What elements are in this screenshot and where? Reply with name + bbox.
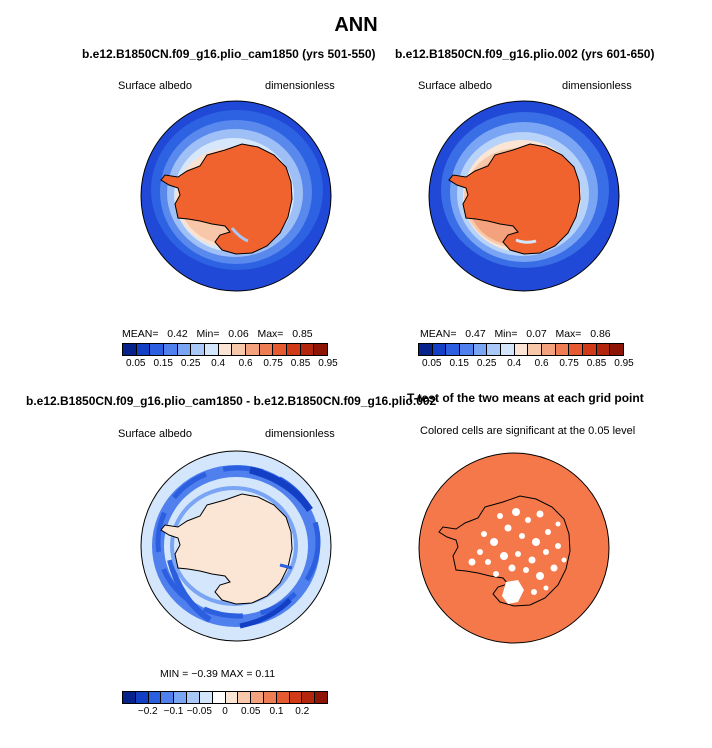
panel1-stats: MEAN= 0.42 Min= 0.06 Max= 0.85 [122, 328, 313, 340]
colorbar-swatch [135, 692, 149, 703]
colorbar-tick-label: 0.75 [559, 358, 579, 369]
colorbar-swatch [487, 344, 502, 355]
colorbar-swatch [251, 692, 264, 703]
colorbar-swatch [273, 344, 288, 355]
panel3-antarctica-difference [160, 493, 293, 605]
colorbar-swatch [136, 344, 151, 355]
colorbar-swatch [238, 692, 252, 703]
colorbar-swatch [259, 344, 274, 355]
colorbar-swatch [610, 344, 624, 355]
colorbar-tick-label: 0.1 [269, 706, 284, 717]
colorbar-swatch [205, 344, 219, 355]
colorbar-swatch [123, 692, 136, 703]
panel3-variable-label: Surface albedo [118, 428, 192, 440]
colorbar-swatch [232, 344, 247, 355]
figure-title: ANN [334, 14, 378, 36]
colorbar-swatch [555, 344, 570, 355]
colorbar-swatch [174, 692, 188, 703]
colorbar-tick-label: 0 [222, 706, 228, 717]
colorbar-tick-label: 0.4 [507, 358, 522, 369]
colorbar-swatch [314, 344, 328, 355]
colorbar-swatch [302, 692, 316, 703]
colorbar-tick-label: 0.25 [180, 358, 201, 369]
colorbar-tick-label: 0.4 [211, 358, 226, 369]
colorbar-swatch [263, 692, 277, 703]
colorbar-tick-label: −0.1 [163, 706, 184, 717]
panel4-title: T-test of the two means at each grid poi… [407, 391, 644, 405]
colorbar-swatch [123, 344, 137, 355]
colorbar-tick-label: −0.2 [137, 706, 158, 717]
panel1-polar-map [140, 100, 332, 292]
colorbar-swatch [177, 344, 192, 355]
colorbar-swatch [289, 692, 303, 703]
colorbar-swatch [315, 692, 327, 703]
colorbar-swatch [514, 344, 529, 355]
panel1-colorbar [122, 343, 328, 356]
colorbar-swatch [148, 692, 162, 703]
panel3-units-label: dimensionless [265, 428, 335, 440]
colorbar-swatch [150, 344, 165, 355]
panel3-stats: MIN = −0.39 MAX = 0.11 [160, 668, 276, 680]
panel2-units-label: dimensionless [562, 80, 632, 92]
colorbar-swatch [460, 344, 474, 355]
colorbar-tick-label: 0.15 [449, 358, 469, 369]
colorbar-swatch [191, 344, 206, 355]
colorbar-tick-label: −0.05 [186, 706, 212, 717]
colorbar-tick-label: 0.05 [125, 358, 146, 369]
panel4-insignificant-cells [468, 508, 567, 604]
colorbar-swatch [528, 344, 543, 355]
panel3-colorbar [122, 691, 328, 704]
colorbar-swatch [501, 344, 515, 355]
panel1-title: b.e12.B1850CN.f09_g16.plio_cam1850 (yrs … [82, 47, 376, 61]
colorbar-swatch [218, 344, 233, 355]
colorbar-tick-label: 0.6 [534, 358, 549, 369]
colorbar-tick-label: 0.15 [153, 358, 173, 369]
panel4-subtitle: Colored cells are significant at the 0.0… [420, 425, 636, 437]
colorbar-tick-label: 0.75 [263, 358, 283, 369]
colorbar-swatch [300, 344, 315, 355]
colorbar-swatch [225, 692, 239, 703]
colorbar-swatch [542, 344, 556, 355]
colorbar-swatch [164, 344, 178, 355]
colorbar-swatch [187, 692, 200, 703]
panel2-stats: MEAN= 0.47 Min= 0.07 Max= 0.86 [420, 328, 611, 340]
panel2-antarctica-ice [448, 143, 581, 255]
panel2-colorbar [418, 343, 624, 356]
colorbar-swatch [246, 344, 260, 355]
panel2-variable-label: Surface albedo [418, 80, 492, 92]
colorbar-tick-label: 0.25 [476, 358, 497, 369]
colorbar-tick-label: 0.85 [290, 358, 311, 369]
colorbar-swatch [446, 344, 461, 355]
colorbar-tick-label: 0.85 [586, 358, 607, 369]
colorbar-swatch [199, 692, 213, 703]
colorbar-tick-label: 0.05 [421, 358, 442, 369]
panel2-title: b.e12.B1850CN.f09_g16.plio.002 (yrs 601-… [395, 47, 655, 61]
colorbar-swatch [569, 344, 584, 355]
panel1-antarctica-ice [160, 143, 293, 255]
colorbar-tick-label: 0.05 [241, 706, 261, 717]
colorbar-swatch [287, 344, 301, 355]
colorbar-swatch [596, 344, 611, 355]
colorbar-swatch [276, 692, 290, 703]
colorbar-swatch [161, 692, 175, 703]
panel1-units-label: dimensionless [265, 80, 335, 92]
panel2-polar-map [428, 100, 620, 292]
panel3-title: b.e12.B1850CN.f09_g16.plio_cam1850 - b.e… [26, 394, 437, 408]
colorbar-tick-label: 0.2 [295, 706, 310, 717]
colorbar-swatch [212, 692, 226, 703]
panel3-polar-map [140, 450, 332, 642]
colorbar-swatch [473, 344, 488, 355]
panel1-variable-label: Surface albedo [118, 80, 192, 92]
colorbar-tick-label: 0.6 [238, 358, 253, 369]
colorbar-swatch [432, 344, 447, 355]
colorbar-tick-label: 0.95 [614, 358, 634, 369]
panel4-ttest-map [418, 452, 610, 644]
colorbar-swatch [419, 344, 433, 355]
colorbar-swatch [583, 344, 597, 355]
colorbar-tick-label: 0.95 [318, 358, 338, 369]
